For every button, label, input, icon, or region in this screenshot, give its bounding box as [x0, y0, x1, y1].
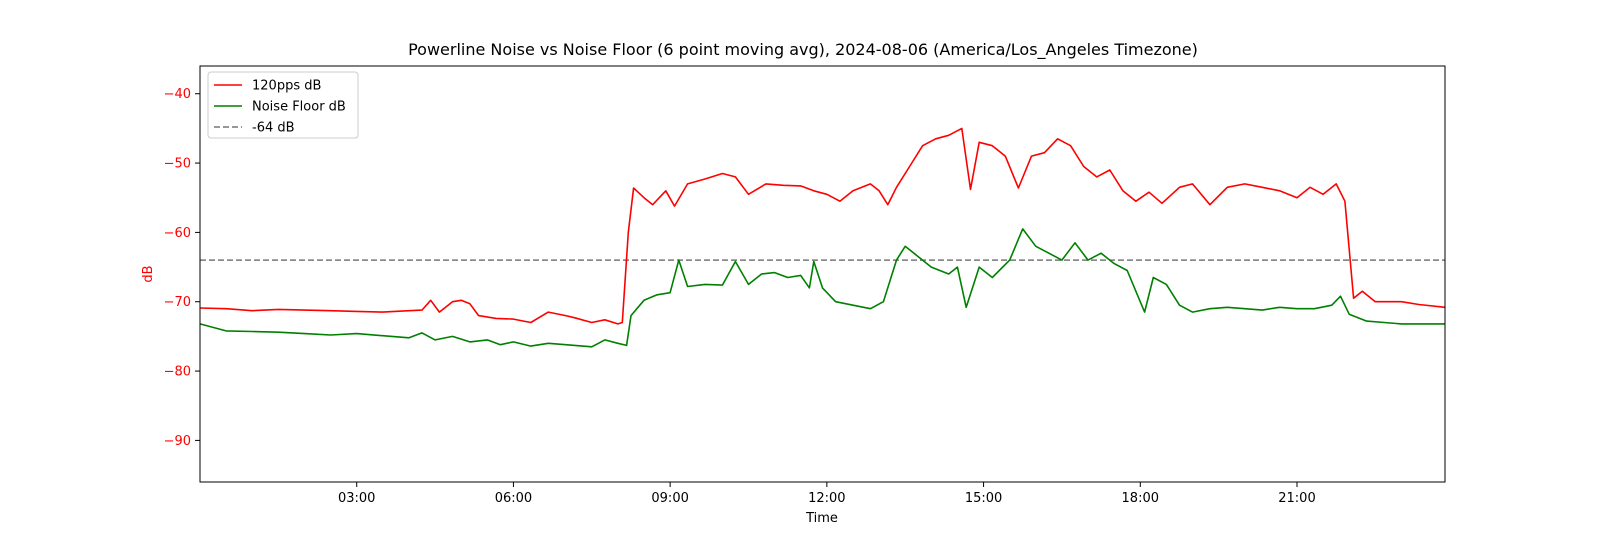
y-axis-label: dB	[141, 265, 156, 282]
legend-entry-reference-label: -64 dB	[252, 121, 295, 136]
x-tick-label: 12:00	[808, 491, 845, 506]
legend-entry-120pps-label: 120pps dB	[252, 79, 321, 94]
plot-series-group	[199, 127, 1446, 348]
x-tick-label: 09:00	[651, 491, 688, 506]
y-tick-label: −50	[164, 157, 191, 172]
chart-title: Powerline Noise vs Noise Floor (6 point …	[408, 40, 1198, 60]
y-tick-label: −70	[164, 295, 191, 310]
y-axis: −40 −50 −60 −70 −80 −90	[164, 87, 200, 449]
legend-entry-noise-floor-label: Noise Floor dB	[252, 100, 346, 115]
series-line-120pps	[199, 127, 1446, 325]
y-tick-label: −60	[164, 226, 191, 241]
series-line-noise-floor	[199, 228, 1445, 348]
x-tick-label: 21:00	[1278, 491, 1315, 506]
y-tick-label: −80	[164, 365, 191, 380]
plot-frame	[199, 65, 1446, 483]
legend-box	[207, 71, 359, 139]
legend: 120pps dB Noise Floor dB -64 dB	[207, 71, 359, 139]
x-tick-label: 15:00	[965, 491, 1002, 506]
x-axis: 03:00 06:00 09:00 12:00 15:00 18:00 21:00	[338, 482, 1316, 506]
y-tick-label: −90	[164, 434, 191, 449]
x-axis-label: Time	[805, 511, 838, 526]
x-tick-label: 18:00	[1122, 491, 1159, 506]
x-tick-label: 03:00	[338, 491, 375, 506]
y-tick-label: −40	[164, 87, 191, 102]
x-tick-label: 06:00	[495, 491, 532, 506]
